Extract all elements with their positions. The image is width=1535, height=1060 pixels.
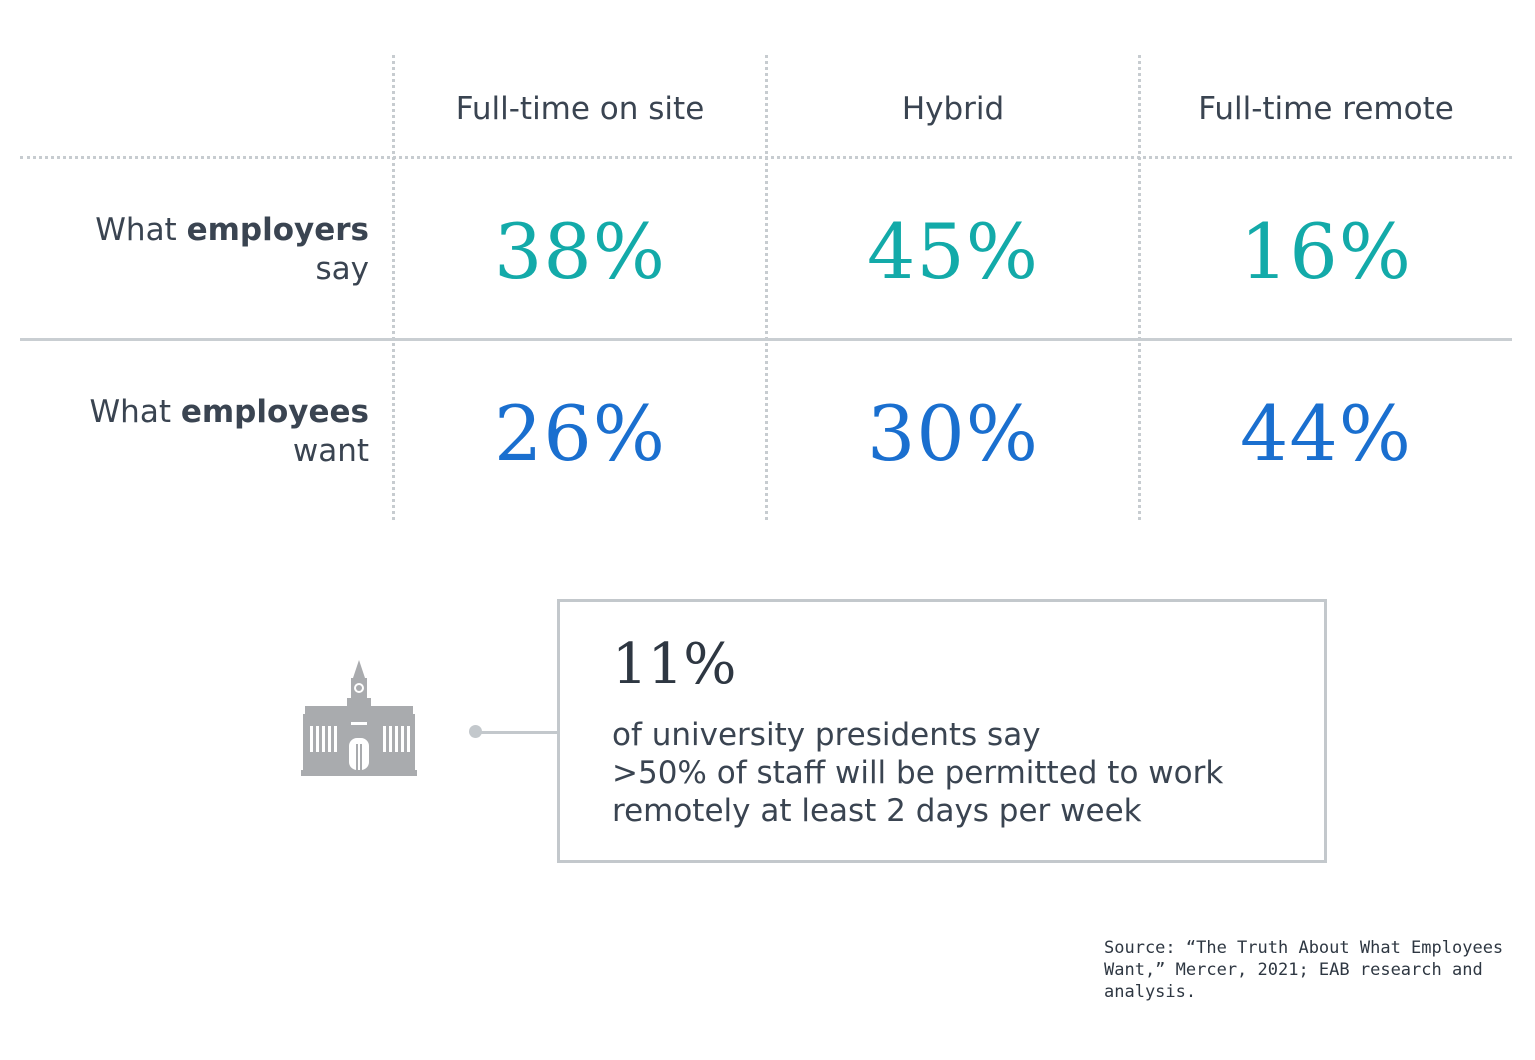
column-header-remote: Full-time remote [1198,91,1454,127]
row-divider [20,338,1512,341]
row-label-prefix: What [89,394,171,430]
value-employees-hybrid: 30% [867,389,1039,478]
row-label-employees: What employees want [20,393,369,471]
source-line: Source: “The Truth About What Employees [1104,938,1504,958]
column-divider [392,55,395,520]
value-employees-on-site: 26% [494,389,666,478]
value-employers-hybrid: 45% [867,207,1039,296]
column-divider [765,55,768,520]
callout-box: 11% of university presidents say >50% of… [557,599,1327,863]
value-employers-remote: 16% [1240,207,1412,296]
connector-line [476,731,557,734]
row-label-prefix: What [95,212,177,248]
row-label-suffix: want [292,433,369,469]
column-header-hybrid: Hybrid [901,91,1005,127]
row-label-bold: employees [180,394,369,430]
source-line: Want,” Mercer, 2021; EAB research and [1104,960,1483,980]
source-line: analysis. [1104,982,1197,1002]
university-building-icon [301,660,417,776]
row-label-suffix: say [315,251,370,287]
row-label-employers: What employers say [20,211,369,289]
column-divider [1138,55,1141,520]
comparison-table: Full-time on site Hybrid Full-time remot… [20,55,1512,520]
header-divider [20,156,1512,159]
value-employees-remote: 44% [1240,389,1412,478]
callout-text: of university presidents say >50% of sta… [612,716,1312,830]
callout-stat: 11% [612,632,737,697]
value-employers-on-site: 38% [494,207,666,296]
source-note: Source: “The Truth About What Employees … [1104,937,1504,1003]
column-header-on-site: Full-time on site [455,91,705,127]
callout-line: >50% of staff will be permitted to work [612,755,1224,791]
callout-line: remotely at least 2 days per week [612,793,1142,829]
callout-line: of university presidents say [612,717,1041,753]
row-label-bold: employers [186,212,369,248]
connector-dot [469,725,482,738]
